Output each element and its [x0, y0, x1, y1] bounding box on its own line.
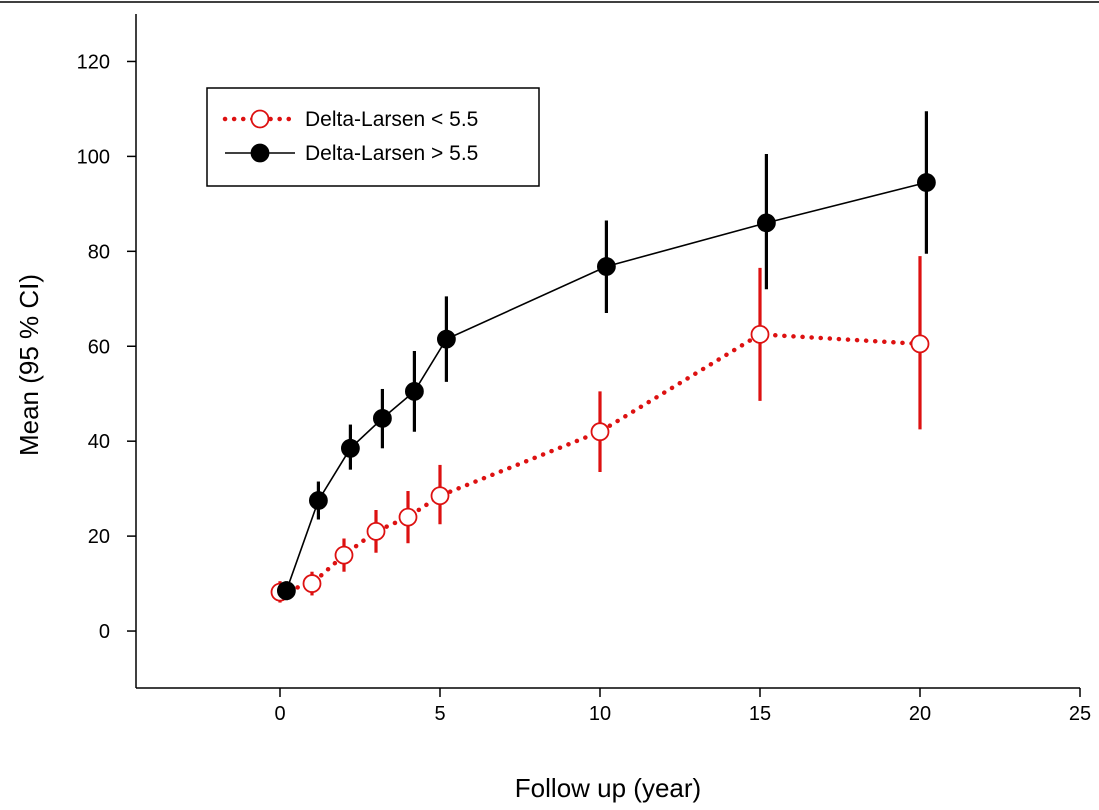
x-tick-label: 10: [589, 703, 611, 725]
axes: 0 5 10 15 20 25 0 20 40 60 80 100 120: [0, 1, 1099, 725]
data-point: [750, 324, 770, 344]
data-point: [917, 173, 936, 192]
legend-box: [206, 87, 540, 187]
y-tick-label: 80: [88, 241, 110, 263]
data-point: [404, 381, 424, 401]
legend-marker: [250, 143, 270, 163]
y-tick-label: 40: [88, 431, 110, 453]
data-point: [334, 545, 354, 565]
x-tick-label: 5: [434, 703, 445, 725]
data-point: [372, 408, 392, 428]
x-axis-title: Follow up (year): [515, 773, 701, 803]
data-point: [436, 329, 456, 349]
data-point: [590, 422, 610, 442]
series-line: [277, 332, 923, 595]
series-2: [276, 111, 936, 601]
data-point: [910, 334, 930, 354]
y-tick-label: 20: [88, 526, 110, 548]
x-tick-label: 0: [274, 703, 285, 725]
data-point: [366, 521, 386, 541]
y-tick-label: 60: [88, 336, 110, 358]
legend: Delta-Larsen < 5.5 Delta-Larsen > 5.5: [206, 87, 540, 187]
data-point: [757, 213, 776, 233]
x-tick-label: 25: [1069, 703, 1091, 725]
y-tick-label: 100: [77, 146, 110, 168]
legend-marker: [250, 109, 270, 129]
x-tick-label: 20: [909, 703, 931, 725]
legend-label: Delta-Larsen > 5.5: [305, 142, 478, 165]
y-tick-label: 120: [77, 51, 110, 73]
data-point: [340, 438, 360, 458]
data-point: [398, 507, 418, 527]
legend-label: Delta-Larsen < 5.5: [305, 108, 478, 131]
x-tick-label: 15: [749, 703, 771, 725]
data-point: [430, 486, 450, 506]
series-1: [270, 256, 930, 603]
data-point: [276, 581, 296, 601]
data-point: [597, 257, 616, 276]
data-point: [308, 491, 328, 510]
data-point: [302, 574, 322, 593]
plot-area: [270, 111, 936, 603]
y-tick-label: 0: [99, 621, 110, 643]
y-axis-title: Mean (95 % CI): [14, 274, 44, 456]
